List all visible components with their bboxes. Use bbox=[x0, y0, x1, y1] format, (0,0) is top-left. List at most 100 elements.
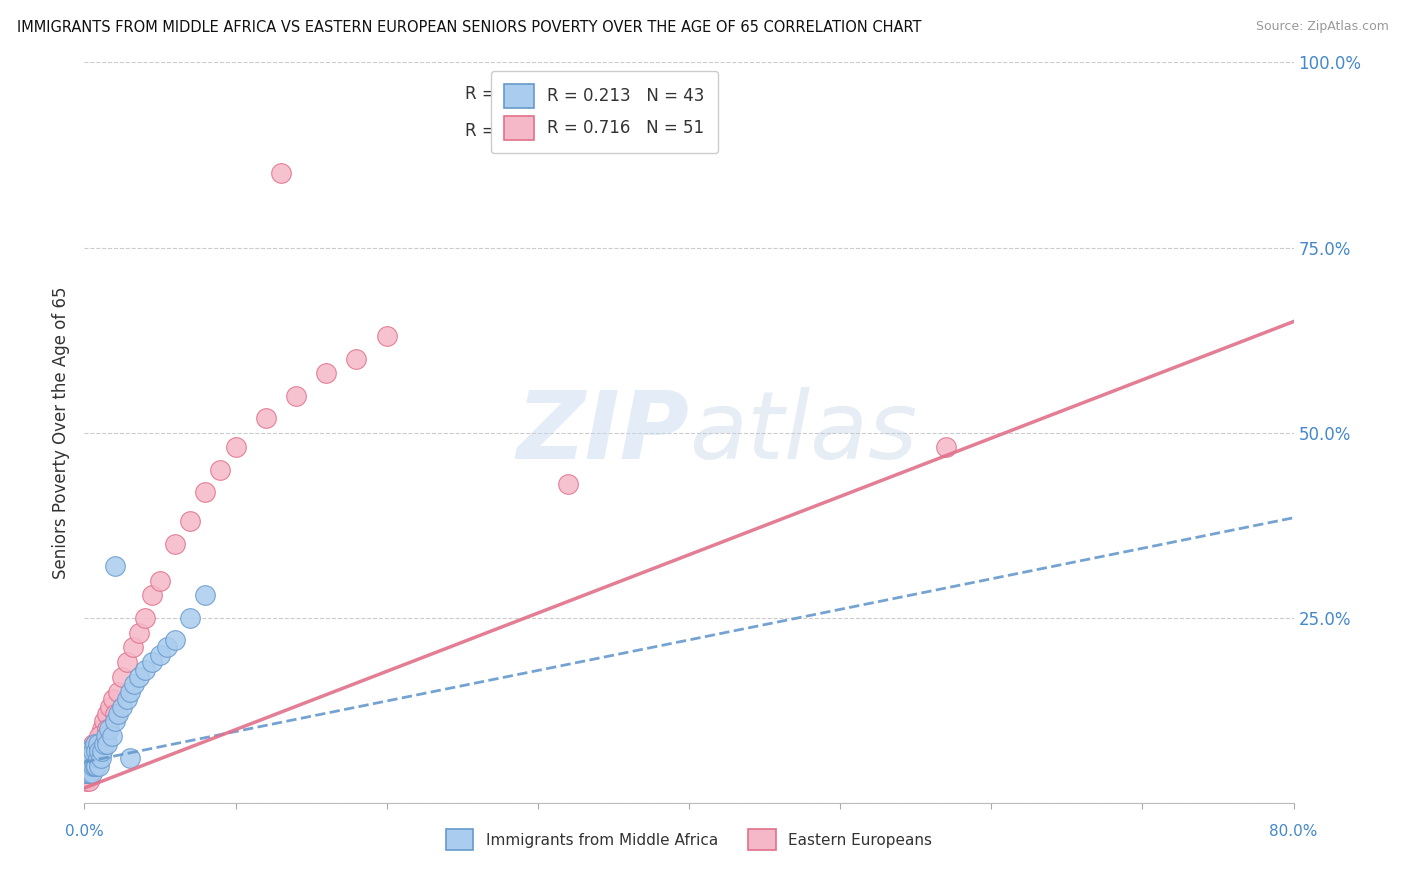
Point bbox=[101, 692, 124, 706]
Point bbox=[225, 441, 247, 455]
Point bbox=[76, 751, 98, 765]
Point bbox=[77, 751, 100, 765]
Point bbox=[194, 484, 217, 499]
Point bbox=[80, 758, 103, 772]
Point bbox=[104, 558, 127, 573]
Legend: Immigrants from Middle Africa, Eastern Europeans: Immigrants from Middle Africa, Eastern E… bbox=[439, 822, 939, 858]
Point bbox=[84, 758, 107, 772]
Y-axis label: Seniors Poverty Over the Age of 65: Seniors Poverty Over the Age of 65 bbox=[52, 286, 70, 579]
Point bbox=[84, 737, 107, 751]
Point bbox=[134, 663, 156, 677]
Point bbox=[128, 670, 150, 684]
Point bbox=[76, 758, 98, 772]
Point bbox=[89, 737, 111, 751]
Point bbox=[91, 744, 114, 758]
Point bbox=[80, 751, 103, 765]
Point bbox=[75, 758, 97, 772]
Text: 0.0%: 0.0% bbox=[65, 824, 104, 839]
Point bbox=[82, 758, 104, 772]
Point bbox=[111, 670, 134, 684]
Text: R =: R = bbox=[465, 85, 502, 103]
Point bbox=[87, 737, 110, 751]
Point bbox=[118, 751, 141, 765]
Point bbox=[84, 744, 107, 758]
Point bbox=[86, 758, 108, 772]
Point bbox=[96, 722, 118, 736]
Point bbox=[149, 648, 172, 662]
Point bbox=[84, 737, 107, 751]
Point bbox=[165, 536, 187, 550]
Point bbox=[79, 751, 101, 765]
Point bbox=[557, 477, 579, 491]
Point bbox=[94, 729, 117, 743]
Text: Source: ZipAtlas.com: Source: ZipAtlas.com bbox=[1256, 20, 1389, 33]
Text: 0.716: 0.716 bbox=[502, 121, 554, 139]
Text: N =: N = bbox=[574, 121, 621, 139]
Point bbox=[346, 351, 368, 366]
Point bbox=[128, 625, 150, 640]
Point bbox=[149, 574, 172, 588]
Point bbox=[100, 729, 122, 743]
Point bbox=[121, 640, 143, 655]
Point bbox=[75, 773, 97, 788]
Point bbox=[77, 758, 100, 772]
Point bbox=[80, 766, 103, 780]
Point bbox=[93, 714, 115, 729]
Point bbox=[134, 610, 156, 624]
Point bbox=[77, 766, 100, 780]
Point bbox=[118, 685, 141, 699]
Text: 43: 43 bbox=[605, 85, 627, 103]
Point bbox=[179, 610, 201, 624]
Point bbox=[107, 706, 129, 721]
Point bbox=[79, 744, 101, 758]
Point bbox=[156, 640, 179, 655]
Point bbox=[82, 751, 104, 765]
Point bbox=[96, 706, 118, 721]
Point bbox=[75, 766, 97, 780]
Text: 51: 51 bbox=[605, 121, 627, 139]
Point bbox=[141, 655, 163, 669]
Point bbox=[270, 166, 292, 180]
Point bbox=[91, 722, 114, 736]
Text: N =: N = bbox=[574, 85, 621, 103]
Point bbox=[115, 692, 138, 706]
Point bbox=[375, 329, 398, 343]
Point bbox=[104, 706, 127, 721]
Point bbox=[90, 729, 112, 743]
Point bbox=[935, 441, 957, 455]
Point bbox=[86, 737, 108, 751]
Point bbox=[179, 515, 201, 529]
Point bbox=[75, 766, 97, 780]
Point bbox=[122, 677, 145, 691]
Point bbox=[111, 699, 134, 714]
Point bbox=[115, 655, 138, 669]
Point bbox=[194, 589, 217, 603]
Text: atlas: atlas bbox=[689, 387, 917, 478]
Point bbox=[87, 751, 110, 765]
Point bbox=[97, 722, 120, 736]
Point bbox=[254, 410, 277, 425]
Point bbox=[76, 766, 98, 780]
Point bbox=[96, 737, 118, 751]
Point bbox=[209, 462, 232, 476]
Point bbox=[315, 367, 337, 381]
Point bbox=[82, 744, 104, 758]
Point bbox=[107, 685, 129, 699]
Point bbox=[82, 737, 104, 751]
Point bbox=[89, 744, 111, 758]
Point bbox=[80, 744, 103, 758]
Point bbox=[80, 744, 103, 758]
Point bbox=[98, 699, 121, 714]
Text: IMMIGRANTS FROM MIDDLE AFRICA VS EASTERN EUROPEAN SENIORS POVERTY OVER THE AGE O: IMMIGRANTS FROM MIDDLE AFRICA VS EASTERN… bbox=[17, 20, 921, 35]
Point bbox=[141, 589, 163, 603]
Point bbox=[90, 751, 112, 765]
Point bbox=[77, 751, 100, 765]
Text: 80.0%: 80.0% bbox=[1270, 824, 1317, 839]
Point bbox=[93, 737, 115, 751]
Point bbox=[86, 744, 108, 758]
Point bbox=[165, 632, 187, 647]
Point bbox=[76, 758, 98, 772]
Point bbox=[89, 729, 111, 743]
Point bbox=[79, 766, 101, 780]
Text: ZIP: ZIP bbox=[516, 386, 689, 479]
